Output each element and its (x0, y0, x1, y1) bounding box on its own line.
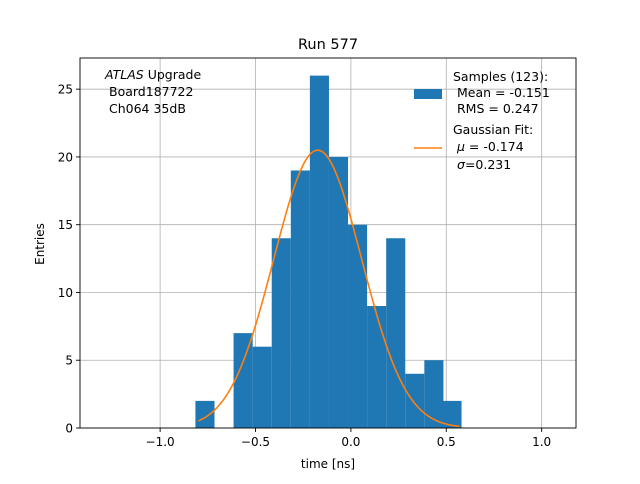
histogram-bar (271, 238, 291, 428)
legend: Samples (123): Mean = -0.151 RMS = 0.247… (414, 69, 550, 172)
histogram-bar (442, 400, 462, 428)
y-tick-label: 10 (58, 286, 73, 300)
x-tick-label: 1.0 (532, 435, 551, 449)
y-tick-label: 25 (58, 83, 73, 97)
sigma-value: =0.231 (465, 157, 511, 172)
mu-symbol: μ (456, 139, 465, 154)
legend-fit-title: Gaussian Fit: (453, 122, 533, 137)
histogram-bar (405, 373, 425, 428)
legend-fit-sigma: σ=0.231 (457, 157, 511, 172)
legend-hist-title: Samples (123): (453, 69, 548, 84)
histogram-bar (424, 360, 444, 428)
sigma-symbol: σ (457, 157, 466, 172)
annotation-upgrade: Upgrade (148, 67, 202, 82)
x-tick-label: 0.0 (341, 435, 360, 449)
y-tick-label: 0 (65, 422, 73, 436)
axes: −1.0 −0.5 0.0 0.5 1.0 0 5 10 15 20 25 (58, 57, 577, 449)
histogram-bar (328, 156, 349, 428)
histogram-bar (195, 400, 215, 428)
annotation-line-2: Board187722 (109, 84, 193, 99)
histogram-bar (309, 75, 329, 428)
y-tick-label: 5 (65, 354, 73, 368)
histogram-bar (348, 224, 368, 428)
plot-frame (79, 57, 577, 429)
x-axis-label: time [ns] (301, 457, 355, 471)
legend-hist-rms: RMS = 0.247 (457, 101, 539, 116)
y-axis-label: Entries (33, 223, 47, 265)
annotation-line-3: Ch064 35dB (109, 101, 186, 116)
annotation-atlas: ATLAS (104, 67, 144, 82)
histogram-bar (386, 238, 406, 428)
histogram-bar (252, 346, 272, 428)
legend-hist-mean: Mean = -0.151 (457, 85, 550, 100)
mu-eq: = (465, 139, 483, 154)
histogram-bar (233, 333, 253, 428)
info-annotation: ATLAS Upgrade Board187722 Ch064 35dB (104, 67, 201, 116)
histogram-bar (290, 170, 310, 428)
y-tick-label: 15 (58, 218, 73, 232)
mu-value: -0.174 (483, 139, 523, 154)
chart-title: Run 577 (298, 37, 358, 53)
gaussian-fit (197, 149, 460, 428)
histogram-bars (195, 75, 462, 428)
y-tick-label: 20 (58, 150, 73, 164)
fit-curve (197, 149, 460, 428)
legend-hist-swatch (414, 89, 442, 99)
legend-fit-mu: μ = -0.174 (456, 139, 524, 154)
x-tick-label: −1.0 (146, 435, 175, 449)
annotation-line-1: ATLAS Upgrade (104, 67, 201, 82)
x-tick-label: −0.5 (241, 435, 270, 449)
x-tick-label: 0.5 (437, 435, 456, 449)
histogram-bar (367, 306, 387, 428)
